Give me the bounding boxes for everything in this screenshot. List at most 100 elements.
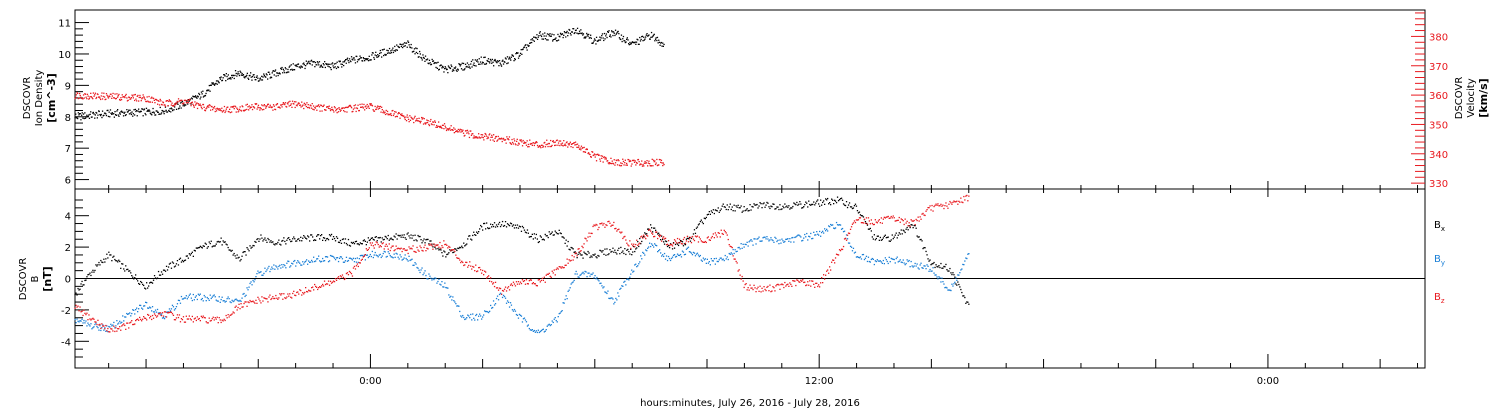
data-point-by <box>177 299 180 301</box>
data-point-velocity <box>206 106 208 108</box>
data-point-by <box>398 258 400 260</box>
data-point-by <box>641 258 643 260</box>
data-point-ion-density <box>600 37 602 39</box>
data-point-ion-density <box>463 69 465 71</box>
data-point-bz <box>173 319 176 321</box>
data-point-ion-density <box>451 65 453 68</box>
data-point-bz <box>599 223 601 225</box>
data-point-velocity <box>359 103 361 106</box>
data-point-bz <box>649 228 651 231</box>
data-point-by <box>100 329 102 332</box>
data-point-velocity <box>645 162 647 164</box>
data-point-bx <box>531 233 533 235</box>
data-point-velocity <box>390 112 392 115</box>
data-point-bz <box>601 222 603 224</box>
data-point-by <box>350 258 353 260</box>
data-point-bz <box>403 248 405 250</box>
data-point-bx <box>802 207 804 209</box>
data-point-bz <box>627 244 629 246</box>
data-point-velocity <box>305 103 307 105</box>
data-point-ion-density <box>337 66 340 69</box>
data-point-velocity <box>193 105 195 107</box>
data-point-bx <box>543 239 545 241</box>
data-point-bz <box>131 320 133 322</box>
data-point-bz <box>87 319 89 321</box>
data-point-ion-density <box>239 70 241 72</box>
data-point-ion-density <box>578 30 581 32</box>
data-point-by <box>550 324 552 326</box>
data-point-by <box>587 272 589 274</box>
data-point-bz <box>796 279 798 281</box>
data-point-ion-density <box>138 111 140 113</box>
data-point-bz <box>486 277 488 279</box>
data-point-ion-density <box>459 65 461 67</box>
data-point-by <box>330 255 333 257</box>
data-point-ion-density <box>139 111 141 113</box>
data-point-velocity <box>373 110 376 112</box>
data-point-velocity <box>441 124 444 126</box>
data-point-bz <box>256 302 258 304</box>
data-point-ion-density <box>162 111 165 113</box>
data-point-bz <box>412 245 414 247</box>
data-point-by <box>370 255 372 258</box>
data-point-ion-density <box>197 96 199 98</box>
data-point-bz <box>538 279 540 281</box>
data-point-ion-density <box>122 111 124 113</box>
data-point-by <box>633 270 635 272</box>
data-point-ion-density <box>549 33 551 35</box>
data-point-bz <box>92 317 94 319</box>
data-point-bz <box>310 290 312 292</box>
data-point-velocity <box>582 151 585 153</box>
data-point-velocity <box>424 122 426 124</box>
data-point-bz <box>135 319 137 322</box>
data-point-by <box>120 322 122 324</box>
data-point-ion-density <box>356 61 359 63</box>
data-point-bz <box>157 313 160 315</box>
data-point-by <box>827 230 829 232</box>
data-point-bz <box>254 302 256 304</box>
data-point-ion-density <box>187 103 189 105</box>
data-point-bx <box>177 264 180 266</box>
data-point-bx <box>339 239 342 242</box>
data-point-by <box>444 282 446 284</box>
data-point-bz <box>838 249 841 251</box>
data-point-bz <box>207 322 209 324</box>
data-point-by <box>608 297 610 299</box>
data-point-bx <box>819 205 821 207</box>
data-point-bz <box>615 227 617 230</box>
data-point-by <box>324 256 327 258</box>
data-point-bx <box>137 280 139 282</box>
data-point-by <box>941 277 943 279</box>
data-point-bz <box>186 318 188 320</box>
data-point-ion-density <box>117 114 119 116</box>
data-point-velocity <box>168 99 170 101</box>
data-point-bz <box>75 304 77 306</box>
data-point-bx <box>371 237 373 239</box>
data-point-by <box>180 295 183 298</box>
data-point-velocity <box>303 107 305 110</box>
data-point-bz <box>783 286 785 289</box>
data-point-bx <box>207 246 209 248</box>
data-point-by <box>903 262 905 264</box>
data-point-bx <box>325 238 328 240</box>
data-point-by <box>241 297 243 299</box>
data-point-bz <box>366 249 368 251</box>
data-point-bx <box>714 209 716 211</box>
data-point-ion-density <box>499 62 501 64</box>
data-point-bz <box>786 284 788 286</box>
data-point-bz <box>250 301 252 303</box>
data-point-bx <box>835 202 838 204</box>
data-point-by <box>292 263 294 265</box>
data-point-ion-density <box>553 34 555 36</box>
data-point-bz <box>535 284 537 287</box>
data-point-velocity <box>646 160 648 162</box>
data-point-bx <box>508 225 511 227</box>
data-point-bx <box>769 207 771 210</box>
data-point-ion-density <box>442 66 444 68</box>
data-point-ion-density <box>134 114 136 116</box>
data-point-velocity <box>580 145 583 147</box>
data-point-ion-density <box>552 39 554 41</box>
data-point-bz <box>478 267 480 269</box>
data-point-bx <box>261 237 263 239</box>
